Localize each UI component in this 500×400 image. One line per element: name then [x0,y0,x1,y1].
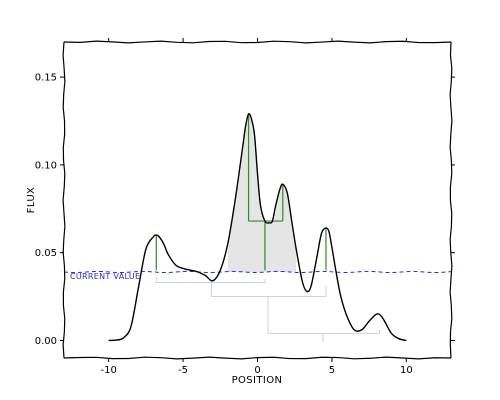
x-tick-label-1: -10 [100,365,116,376]
dendrogram-link-2 [210,282,327,298]
flux-series-line [108,113,407,342]
frame-top [63,40,452,44]
x-tick-label-2: -5 [178,365,188,376]
frame-right [449,41,453,359]
reference-line-layer [63,270,452,274]
x-tick-label-5: 10 [400,365,413,376]
x-tick-label-3: 0 [254,365,260,376]
dendrogram-link-3 [267,296,381,334]
y-tick-label-2: 0.05 [35,248,57,259]
shaded-region-layer [227,113,297,272]
ticks-layer: -10 -5 0 5 10 0.00 0.05 0.10 0.15 [35,38,455,376]
reference-line-label: CURRENT VALUE [70,272,140,281]
series-layer [108,113,407,342]
x-axis-label: POSITION [232,375,283,386]
x-tick-label-4: 5 [329,365,335,376]
shaded-peak-region [227,113,297,272]
y-tick-label-4: 0.15 [35,73,57,84]
dendrogram-layer [155,277,381,343]
peak-markers-layer [155,113,327,271]
y-tick-label-3: 0.10 [35,160,57,171]
frame-bottom [63,356,452,360]
current-value-line [63,270,452,274]
y-axis-label: FLUX [26,187,37,214]
dendrogram-link-1 [155,277,266,284]
frame-left [62,41,66,359]
y-tick-label-1: 0.00 [35,336,57,347]
axes-layer [62,40,453,360]
